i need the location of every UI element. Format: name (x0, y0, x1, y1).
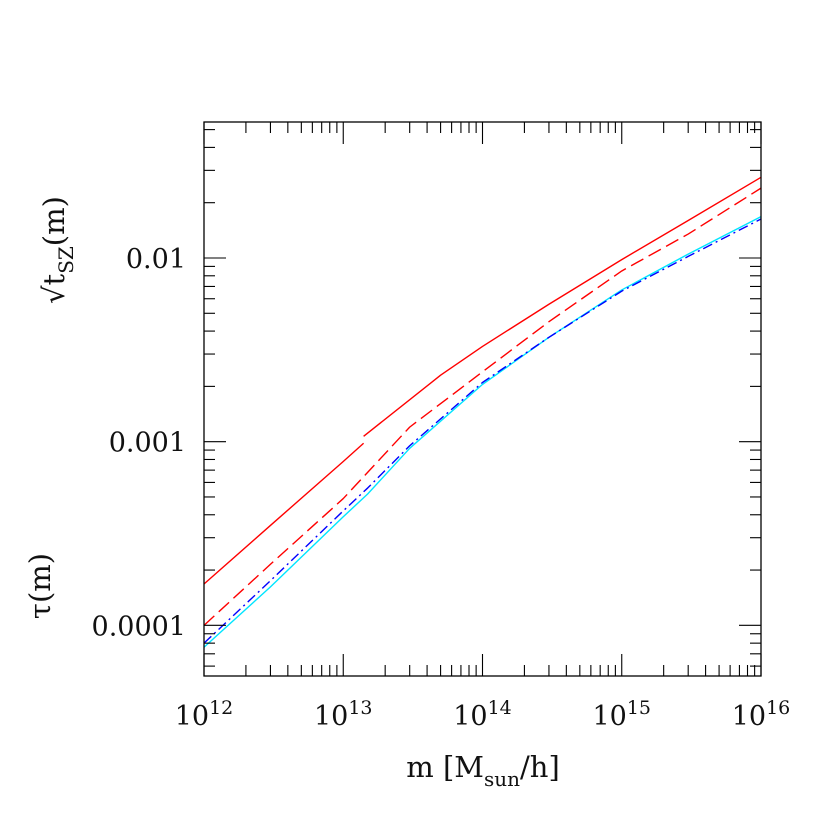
series-line-1 (363, 176, 762, 437)
x-axis-label: m [Msun/h] (406, 750, 560, 791)
tick-label-layer: 1012 1013 1014 1015 1016 0.0001 0.001 0.01 (92, 244, 791, 732)
series-line-3 (203, 215, 762, 648)
x-tick-label: 1015 (592, 697, 651, 732)
series-layer (203, 176, 762, 648)
y-tick-label: 0.001 (109, 428, 186, 459)
x-tick-label: 1014 (453, 697, 512, 732)
plot-frame (203, 121, 762, 677)
x-tick-label: 1012 (175, 697, 234, 732)
x-tick-label: 1016 (732, 697, 791, 732)
y-tick-label: 0.0001 (92, 611, 186, 642)
y-axis-label-top: √tSZ(m) (37, 196, 78, 304)
series-line-4 (203, 218, 762, 644)
y-axis-label-bottom: τ(m) (23, 553, 57, 619)
y-tick-label: 0.01 (126, 244, 186, 275)
series-line-0 (203, 442, 365, 585)
series-line-2 (203, 187, 762, 626)
tick-layer (203, 122, 762, 676)
x-tick-label: 1013 (314, 697, 373, 732)
